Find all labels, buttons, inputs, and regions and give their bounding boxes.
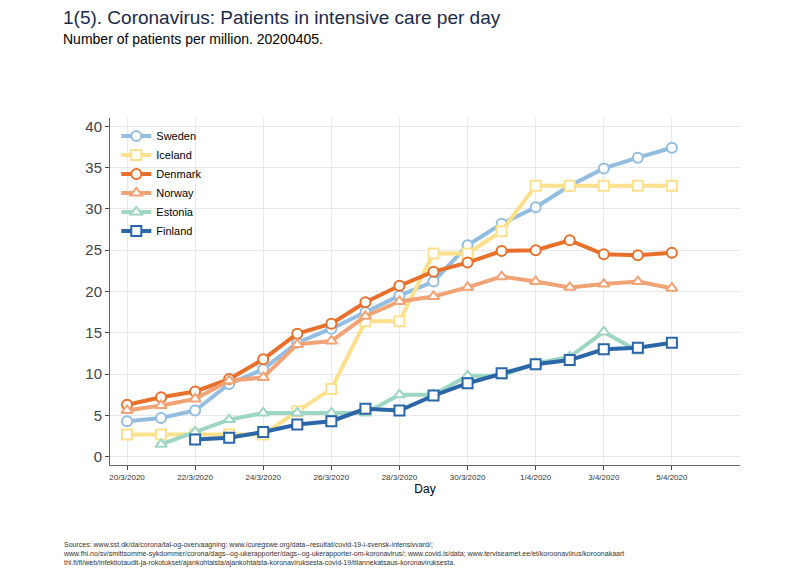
svg-text:40: 40 bbox=[85, 118, 102, 135]
svg-text:Denmark: Denmark bbox=[156, 168, 201, 180]
svg-text:Estonia: Estonia bbox=[156, 206, 194, 218]
svg-text:35: 35 bbox=[85, 159, 102, 176]
svg-text:1(5). Coronavirus: Patients in: 1(5). Coronavirus: Patients in intensive… bbox=[63, 7, 501, 28]
svg-text:1/4/2020: 1/4/2020 bbox=[520, 473, 552, 482]
svg-text:10: 10 bbox=[85, 365, 102, 382]
svg-text:20/3/2020: 20/3/2020 bbox=[109, 473, 145, 482]
svg-text:28/3/2020: 28/3/2020 bbox=[382, 473, 418, 482]
svg-text:26/3/2020: 26/3/2020 bbox=[314, 473, 350, 482]
svg-text:15: 15 bbox=[85, 324, 102, 341]
svg-text:3/4/2020: 3/4/2020 bbox=[588, 473, 620, 482]
svg-text:5: 5 bbox=[94, 407, 102, 424]
svg-text:25: 25 bbox=[85, 241, 102, 258]
svg-text:0: 0 bbox=[94, 448, 102, 465]
svg-text:20: 20 bbox=[85, 283, 102, 300]
svg-text:Day: Day bbox=[414, 482, 435, 496]
svg-text:5/4/2020: 5/4/2020 bbox=[656, 473, 688, 482]
svg-text:Iceland: Iceland bbox=[156, 149, 191, 161]
svg-text:Finland: Finland bbox=[156, 225, 192, 237]
svg-text:Norway: Norway bbox=[156, 187, 194, 199]
svg-text:22/3/2020: 22/3/2020 bbox=[177, 473, 213, 482]
svg-text:Sweden: Sweden bbox=[156, 130, 196, 142]
svg-text:Number of patients per million: Number of patients per million. 20200405… bbox=[63, 31, 323, 47]
svg-text:30/3/2020: 30/3/2020 bbox=[450, 473, 486, 482]
svg-text:30: 30 bbox=[85, 200, 102, 217]
svg-text:Sources: www.sst.dk/da/corona/: Sources: www.sst.dk/da/corona/tal-og-ove… bbox=[63, 541, 624, 567]
svg-text:24/3/2020: 24/3/2020 bbox=[245, 473, 281, 482]
